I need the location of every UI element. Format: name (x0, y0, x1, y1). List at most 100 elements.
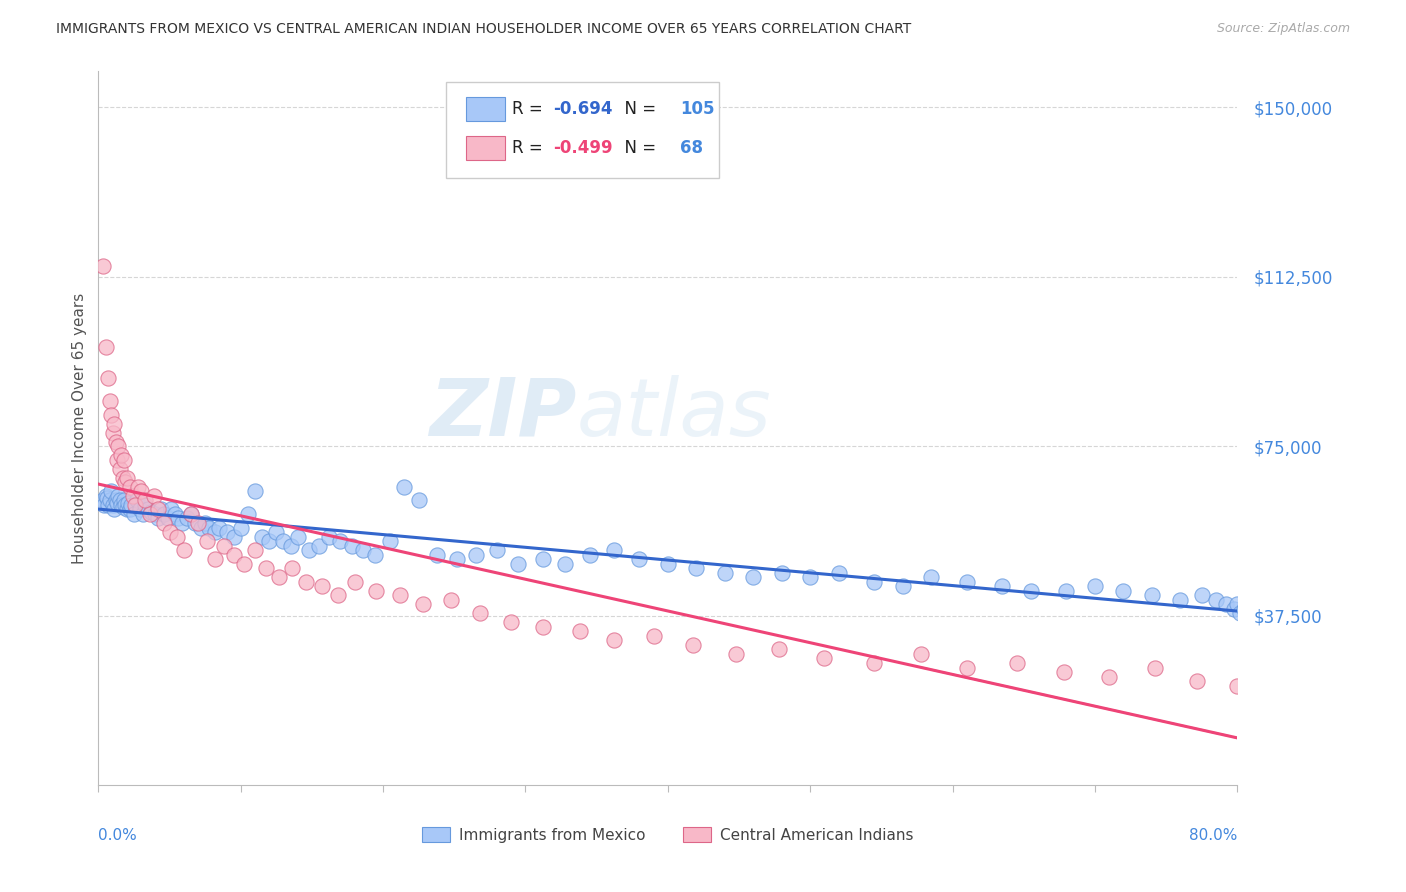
Point (112, 452, 135, 467)
Point (114, 498, 136, 512)
Point (107, 489, 129, 503)
Point (160, 502, 183, 516)
Point (159, 524, 181, 539)
Point (446, 552, 468, 566)
Point (103, 502, 125, 516)
Point (363, 548, 385, 562)
Point (891, 579, 914, 593)
Point (508, 557, 530, 571)
Point (104, 493, 127, 508)
Point (1205, 592, 1227, 607)
Point (98, 493, 121, 508)
Point (1229, 607, 1251, 621)
Point (204, 552, 226, 566)
Point (93, 498, 115, 512)
Point (468, 607, 491, 621)
Point (115, 471, 138, 485)
Point (340, 539, 363, 553)
Point (222, 548, 245, 562)
Point (1084, 579, 1107, 593)
Text: IMMIGRANTS FROM MEXICO VS CENTRAL AMERICAN INDIAN HOUSEHOLDER INCOME OVER 65 YEA: IMMIGRANTS FROM MEXICO VS CENTRAL AMERIC… (56, 22, 911, 37)
Point (215, 524, 238, 539)
Point (628, 552, 651, 566)
Point (127, 480, 149, 494)
Point (426, 548, 449, 562)
Point (180, 507, 202, 521)
Point (105, 496, 128, 510)
Point (725, 647, 748, 661)
Point (813, 651, 835, 665)
Point (1251, 615, 1274, 630)
Point (110, 448, 132, 462)
Point (91, 493, 114, 508)
Point (991, 579, 1014, 593)
Point (1112, 583, 1135, 598)
Point (343, 574, 366, 589)
Point (94, 489, 117, 503)
Point (108, 462, 131, 476)
Point (166, 530, 188, 544)
Text: R =: R = (512, 100, 548, 118)
Point (212, 539, 235, 553)
Text: 0.0%: 0.0% (98, 828, 138, 843)
Point (121, 489, 143, 503)
Point (208, 520, 231, 534)
Text: -0.694: -0.694 (553, 100, 613, 118)
Point (380, 534, 402, 549)
Point (105, 452, 128, 467)
Point (554, 557, 576, 571)
Point (1005, 656, 1028, 670)
Point (1019, 583, 1042, 598)
Point (187, 516, 209, 530)
Point (145, 507, 167, 521)
Point (1052, 665, 1074, 679)
Point (125, 493, 148, 508)
Point (329, 534, 352, 549)
Point (190, 520, 212, 534)
Point (714, 566, 737, 580)
Point (531, 620, 554, 634)
Point (1056, 583, 1078, 598)
Point (198, 520, 221, 534)
Point (229, 520, 252, 534)
Point (128, 502, 150, 516)
Point (142, 489, 165, 503)
Point (101, 498, 124, 512)
Legend: Immigrants from Mexico, Central American Indians: Immigrants from Mexico, Central American… (416, 821, 920, 848)
Point (176, 511, 198, 525)
Point (1261, 688, 1284, 702)
Point (222, 530, 245, 544)
Point (389, 588, 412, 602)
Point (153, 507, 176, 521)
Point (184, 516, 207, 530)
Point (172, 516, 194, 530)
Point (956, 574, 979, 589)
Point (138, 507, 160, 521)
Point (112, 493, 135, 508)
Point (124, 498, 146, 512)
Point (136, 502, 159, 516)
Text: R =: R = (512, 139, 548, 157)
Point (148, 502, 170, 516)
Point (1215, 597, 1237, 611)
Point (295, 574, 318, 589)
Point (111, 500, 134, 515)
Point (1243, 611, 1265, 625)
Point (167, 511, 190, 525)
Text: N =: N = (614, 139, 666, 157)
FancyBboxPatch shape (446, 82, 718, 178)
Point (122, 507, 145, 521)
Point (104, 434, 127, 449)
Point (920, 570, 942, 584)
Text: ZIP: ZIP (429, 375, 576, 453)
Point (464, 548, 486, 562)
Point (100, 408, 122, 422)
Point (97, 498, 120, 512)
Point (956, 660, 979, 674)
Point (254, 561, 277, 575)
Text: 80.0%: 80.0% (1189, 828, 1237, 843)
Point (685, 561, 707, 575)
Point (770, 566, 793, 580)
Point (531, 552, 554, 566)
Point (1140, 588, 1163, 602)
